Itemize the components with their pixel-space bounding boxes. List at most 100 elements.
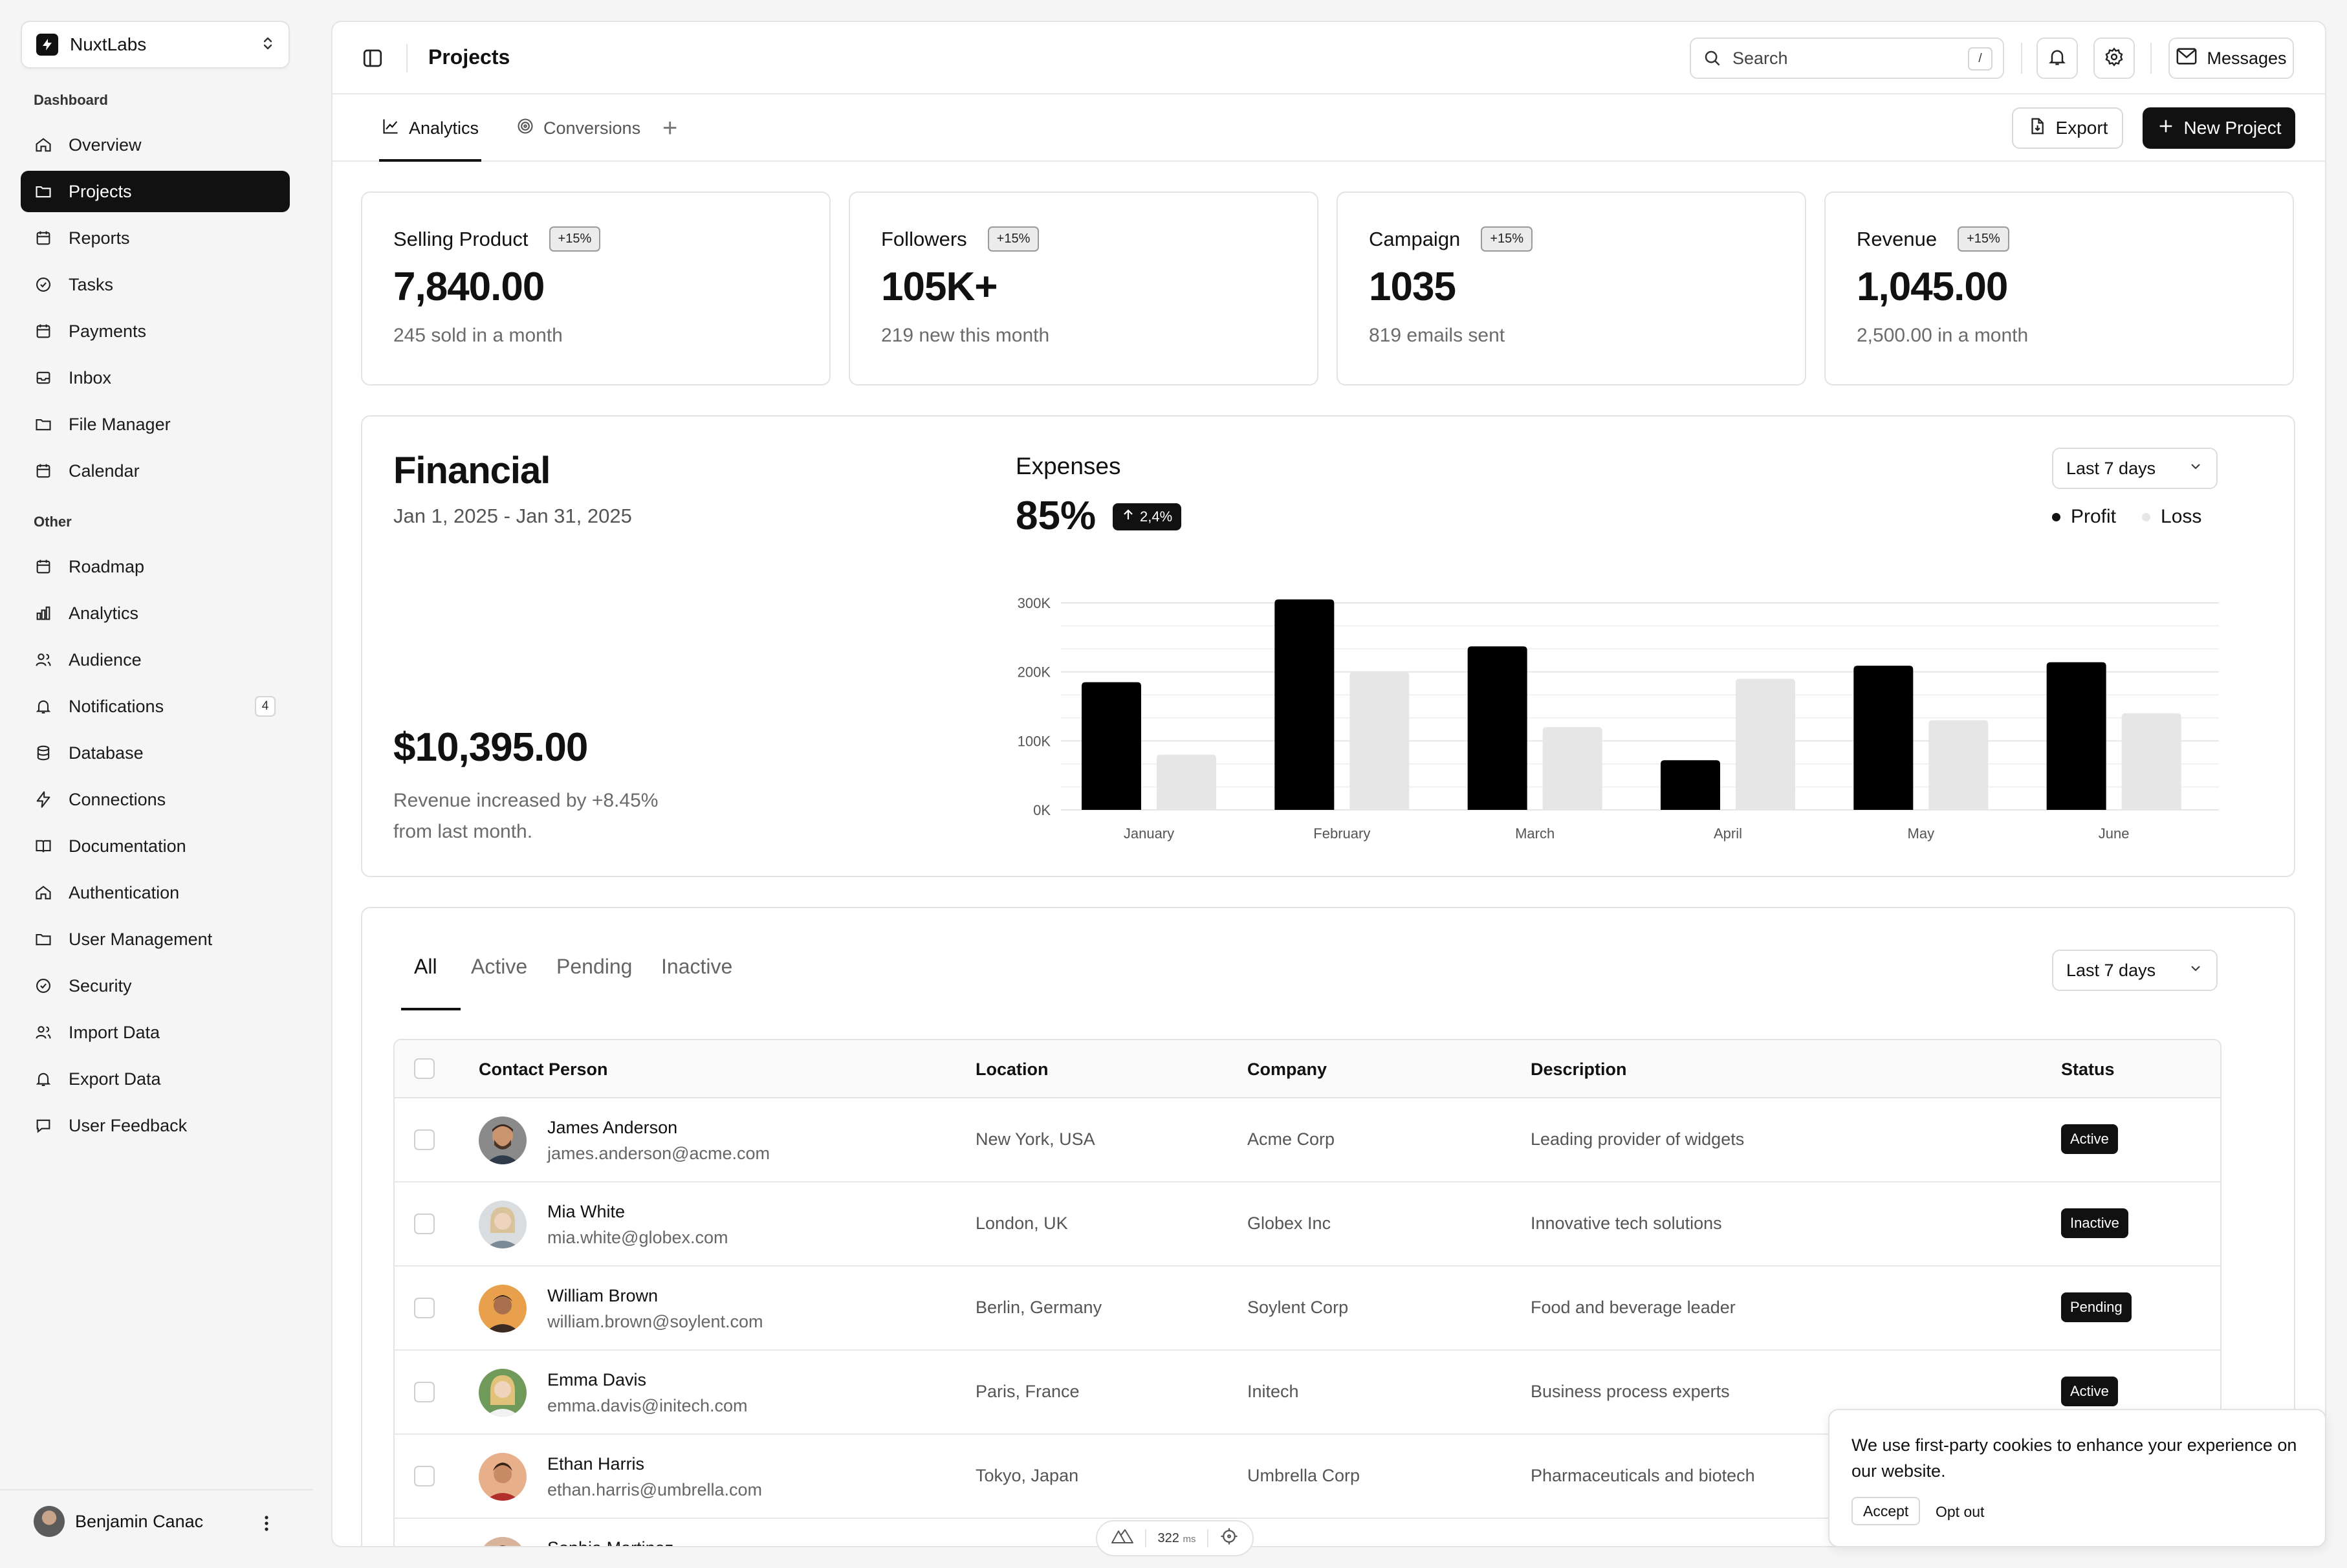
column-header[interactable]: Description — [1531, 1060, 1627, 1079]
sidebar-item-export-data[interactable]: Export Data — [21, 1058, 290, 1100]
legend-dot — [2052, 512, 2060, 521]
avatar — [479, 1116, 527, 1164]
column-header[interactable]: Company — [1247, 1060, 1327, 1079]
table-row[interactable]: James Anderson james.anderson@acme.com N… — [395, 1098, 2220, 1182]
table-row[interactable]: William Brown william.brown@soylent.com … — [395, 1267, 2220, 1351]
section-label-other: Other — [34, 514, 72, 530]
legend-dot — [2142, 512, 2151, 521]
sidebar-item-calendar[interactable]: Calendar — [21, 450, 290, 492]
bar-loss-june[interactable] — [2121, 713, 2181, 810]
filter-tab-active[interactable]: Active — [471, 955, 528, 978]
bar-profit-april[interactable] — [1661, 760, 1720, 810]
sidebar-item-documentation[interactable]: Documentation — [21, 825, 290, 867]
table-row[interactable]: Emma Davis emma.davis@initech.com Paris,… — [395, 1351, 2220, 1435]
bar-profit-may[interactable] — [1853, 666, 1914, 810]
period-select[interactable]: Last 7 days — [2052, 448, 2218, 489]
sidebar-item-user-management[interactable]: User Management — [21, 919, 290, 960]
check-circle-icon — [34, 976, 53, 996]
performance-indicator[interactable]: 322 ms — [1096, 1520, 1254, 1556]
table-row[interactable]: Mia White mia.white@globex.com London, U… — [395, 1182, 2220, 1267]
sidebar-item-file-manager[interactable]: File Manager — [21, 404, 290, 445]
render-time-value: 322 — [1157, 1530, 1179, 1545]
cookie-accept-button[interactable]: Accept — [1851, 1497, 1921, 1525]
sidebar-item-payments[interactable]: Payments — [21, 310, 290, 352]
sidebar-item-connections[interactable]: Connections — [21, 779, 290, 820]
folder-icon — [34, 415, 53, 434]
row-checkbox[interactable] — [414, 1298, 435, 1318]
sidebar-item-label: User Feedback — [69, 1115, 188, 1135]
sidebar-item-analytics[interactable]: Analytics — [21, 593, 290, 634]
sidebar-item-import-data[interactable]: Import Data — [21, 1012, 290, 1053]
stat-badge: +15% — [549, 226, 601, 252]
folder-icon — [34, 182, 53, 201]
notifications-button[interactable] — [2036, 38, 2078, 79]
contacts-table: Contact Person Location Company Descript… — [393, 1039, 2221, 1546]
team-switcher[interactable]: NuxtLabs — [21, 21, 290, 69]
stat-badge: +15% — [1481, 226, 1533, 252]
filter-tab-inactive[interactable]: Inactive — [661, 955, 733, 978]
expenses-change-text: 2,4% — [1140, 508, 1173, 525]
legend-item-profit[interactable]: Profit — [2052, 506, 2116, 528]
home-icon — [34, 135, 53, 155]
legend-item-loss[interactable]: Loss — [2142, 506, 2201, 528]
table-row[interactable]: Ethan Harris ethan.harris@umbrella.com T… — [395, 1435, 2220, 1519]
bolt-icon — [34, 790, 53, 809]
bar-loss-march[interactable] — [1542, 727, 1602, 810]
settings-button[interactable] — [2093, 38, 2135, 79]
sidebar-item-authentication[interactable]: Authentication — [21, 872, 290, 913]
row-checkbox[interactable] — [414, 1466, 435, 1486]
export-button[interactable]: Export — [2012, 107, 2123, 149]
sidebar-item-database[interactable]: Database — [21, 732, 290, 774]
sidebar-item-user-feedback[interactable]: User Feedback — [21, 1105, 290, 1146]
table-row[interactable]: Sophia Martinez — [395, 1519, 2220, 1546]
sidebar-item-audience[interactable]: Audience — [21, 639, 290, 681]
sidebar-item-overview[interactable]: Overview — [21, 124, 290, 166]
sidebar-item-reports[interactable]: Reports — [21, 217, 290, 259]
bar-loss-april[interactable] — [1736, 679, 1795, 810]
row-checkbox[interactable] — [414, 1214, 435, 1234]
user-profile[interactable]: Benjamin Canac — [34, 1506, 203, 1537]
avatar — [479, 1369, 527, 1417]
sidebar-item-inbox[interactable]: Inbox — [21, 357, 290, 398]
bar-profit-march[interactable] — [1467, 646, 1527, 810]
bar-profit-january[interactable] — [1082, 682, 1141, 810]
sidebar-item-roadmap[interactable]: Roadmap — [21, 546, 290, 587]
sidebar-item-notifications[interactable]: Notifications 4 — [21, 686, 290, 727]
table-period-select[interactable]: Last 7 days — [2052, 950, 2218, 991]
add-tab-button[interactable]: + — [662, 114, 678, 142]
tab-analytics[interactable]: Analytics — [378, 94, 482, 162]
select-all-checkbox[interactable] — [414, 1058, 435, 1079]
row-checkbox[interactable] — [414, 1129, 435, 1150]
plus-icon — [2157, 117, 2175, 140]
column-header[interactable]: Contact Person — [479, 1060, 608, 1079]
sidebar-item-tasks[interactable]: Tasks — [21, 264, 290, 305]
stat-value: 105K+ — [881, 265, 998, 309]
new-project-button[interactable]: New Project — [2143, 107, 2295, 149]
filter-tab-all[interactable]: All — [414, 955, 437, 978]
column-header[interactable]: Status — [2061, 1060, 2115, 1079]
messages-button[interactable]: Messages — [2168, 38, 2294, 79]
bar-loss-february[interactable] — [1349, 671, 1410, 810]
search-input[interactable]: Search / — [1690, 38, 2004, 79]
bar-loss-january[interactable] — [1157, 754, 1216, 810]
column-header[interactable]: Location — [976, 1060, 1049, 1079]
tab-conversions[interactable]: Conversions — [516, 94, 640, 162]
sidebar-toggle-icon[interactable] — [361, 47, 384, 73]
bar-profit-february[interactable] — [1274, 599, 1335, 810]
divider — [1145, 1529, 1147, 1547]
row-checkbox[interactable] — [414, 1382, 435, 1402]
contact-name: William Brown — [547, 1286, 659, 1305]
filter-tab-pending[interactable]: Pending — [556, 955, 633, 978]
sidebar-item-projects[interactable]: Projects — [21, 171, 290, 212]
bar-profit-june[interactable] — [2046, 662, 2106, 810]
sidebar-item-label: Inbox — [69, 367, 112, 387]
bar-loss-may[interactable] — [1928, 720, 1989, 810]
more-vertical-icon[interactable] — [259, 1514, 274, 1536]
crosshair-icon[interactable] — [1219, 1527, 1239, 1550]
sidebar-item-security[interactable]: Security — [21, 965, 290, 1007]
cookie-optout-button[interactable]: Opt out — [1936, 1503, 1985, 1520]
user-name: Benjamin Canac — [75, 1511, 204, 1531]
stat-title: Selling Product +15% — [393, 226, 601, 252]
tab-label: Analytics — [409, 118, 479, 138]
sidebar-item-label: Roadmap — [69, 556, 145, 576]
